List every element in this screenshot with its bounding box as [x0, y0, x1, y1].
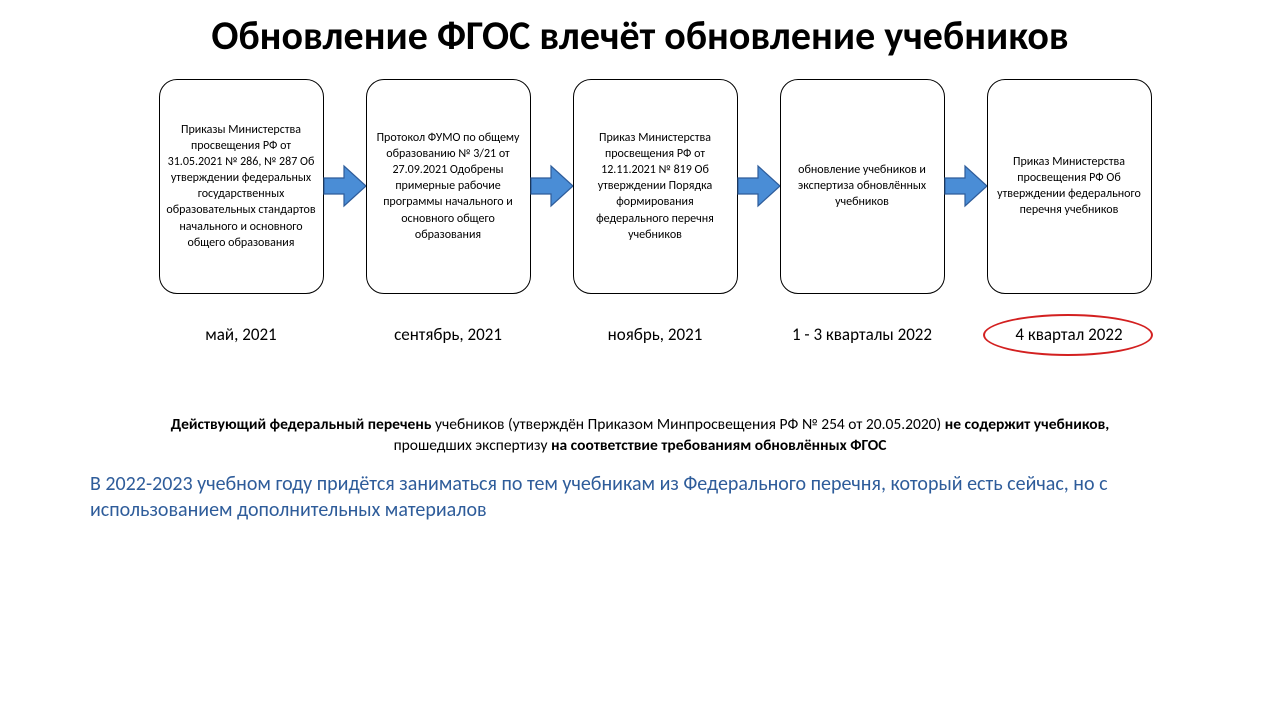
footnote: Действующий федеральный перечень учебник… [0, 415, 1280, 457]
date-row: май, 2021 сентябрь, 2021 ноябрь, 2021 1 … [0, 324, 1280, 345]
arrow-icon [321, 162, 369, 210]
flowchart: Приказы Министерства просвещения РФ от 3… [0, 79, 1280, 294]
date-label-0: май, 2021 [159, 324, 324, 345]
footnote-text-2: прошедших экспертизу [394, 436, 551, 455]
flow-node-1: Протокол ФУМО по общему образованию № 3/… [366, 79, 531, 294]
arrow-icon [528, 162, 576, 210]
page-title: Обновление ФГОС влечёт обновление учебни… [0, 0, 1280, 59]
arrow-icon [942, 162, 990, 210]
date-label-4: 4 квартал 2022 [987, 324, 1152, 345]
flow-node-3: обновление учебников и экспертиза обновл… [780, 79, 945, 294]
footnote-bold-1: Действующий федеральный перечень [171, 415, 432, 434]
date-label-2: ноябрь, 2021 [573, 324, 738, 345]
bottom-note: В 2022-2023 учебном году придётся занима… [0, 471, 1280, 523]
date-label-3: 1 - 3 кварталы 2022 [780, 324, 945, 345]
flow-node-4: Приказ Министерства просвещения РФ Об ут… [987, 79, 1152, 294]
flow-node-0: Приказы Министерства просвещения РФ от 3… [159, 79, 324, 294]
arrow-icon [735, 162, 783, 210]
flow-node-2: Приказ Министерства просвещения РФ от 12… [573, 79, 738, 294]
date-text-4: 4 квартал 2022 [1015, 324, 1122, 345]
footnote-bold-3: на соответствие требованиям обновлённых … [551, 436, 886, 455]
date-label-1: сентябрь, 2021 [366, 324, 531, 345]
footnote-text-1: учебников (утверждён Приказом Минпросвещ… [431, 415, 944, 434]
footnote-bold-2: не содержит учебников, [945, 415, 1109, 434]
